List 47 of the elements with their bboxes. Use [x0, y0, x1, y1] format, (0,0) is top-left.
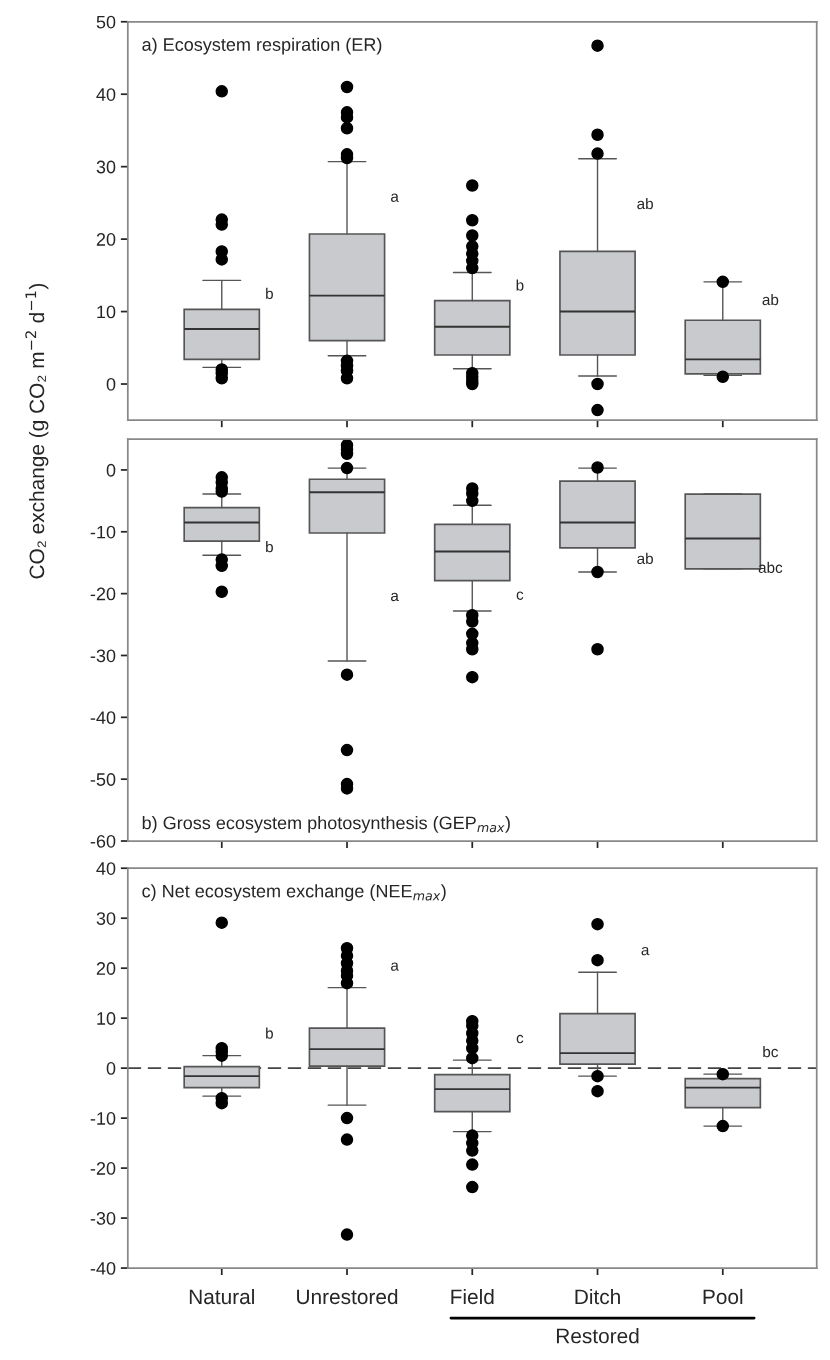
- text: b) Gross ecosystem photosynthesis (GEP$_{max}$): [142, 816, 510, 833]
- x-tick-label: Ditch: [575, 1288, 620, 1305]
- y-tick-label: -60: [90, 834, 116, 848]
- annotation: a: [391, 962, 399, 971]
- text: a) Ecosystem respiration (ER): [142, 37, 382, 55]
- x-tick-label: Natural: [189, 1288, 254, 1305]
- y-tick-label: -20: [90, 1162, 116, 1175]
- y-tick-label: 10: [97, 305, 116, 319]
- y-axis-title: CO₂ exchange (g CO₂ m$^{−2}$ d$^{−1}$): [25, 283, 49, 579]
- annotation: b: [266, 287, 273, 299]
- annotation: b: [266, 541, 273, 553]
- annotation: ab: [637, 197, 653, 210]
- x-tick-label: Unrestored: [297, 1288, 398, 1305]
- y-tick-label: 10: [97, 1012, 116, 1025]
- y-tick-label: 20: [96, 962, 116, 975]
- annotation: ab: [762, 293, 779, 306]
- annotation: bc: [763, 1046, 779, 1058]
- text: Restored: [556, 1328, 639, 1344]
- y-tick-label: -30: [90, 1212, 116, 1225]
- x-tick-label: Pool: [703, 1288, 743, 1305]
- y-tick-label: 0: [106, 463, 116, 477]
- y-tick-label: 30: [96, 160, 116, 174]
- annotation: c: [516, 591, 524, 600]
- annotation: c: [516, 1034, 524, 1044]
- text: c) Net ecosystem exchange (NEE$_{max}$): [142, 884, 446, 902]
- y-tick-label: 30: [96, 912, 116, 925]
- y-tick-label: -40: [90, 1262, 116, 1275]
- y-tick-label: -10: [90, 525, 116, 539]
- y-tick-label: 20: [96, 233, 116, 246]
- y-tick-label: -20: [90, 587, 116, 601]
- annotation: abc: [758, 561, 783, 573]
- y-tick-label: -50: [90, 773, 116, 786]
- y-tick-label: -40: [90, 711, 116, 725]
- annotation: a: [391, 592, 399, 602]
- y-tick-label: -30: [90, 649, 116, 663]
- y-tick-label: 50: [96, 15, 116, 29]
- y-tick-label: 40: [96, 88, 116, 101]
- y-tick-label: 0: [106, 1062, 116, 1075]
- annotation: b: [516, 279, 524, 291]
- y-tick-label: 40: [96, 862, 116, 875]
- annotation: a: [641, 946, 650, 956]
- y-tick-label: -10: [90, 1112, 116, 1125]
- y-tick-label: 0: [106, 377, 116, 391]
- annotation: ab: [637, 552, 653, 565]
- annotation: b: [266, 1027, 273, 1039]
- x-tick-label: Field: [451, 1288, 494, 1305]
- annotation: a: [391, 193, 399, 202]
